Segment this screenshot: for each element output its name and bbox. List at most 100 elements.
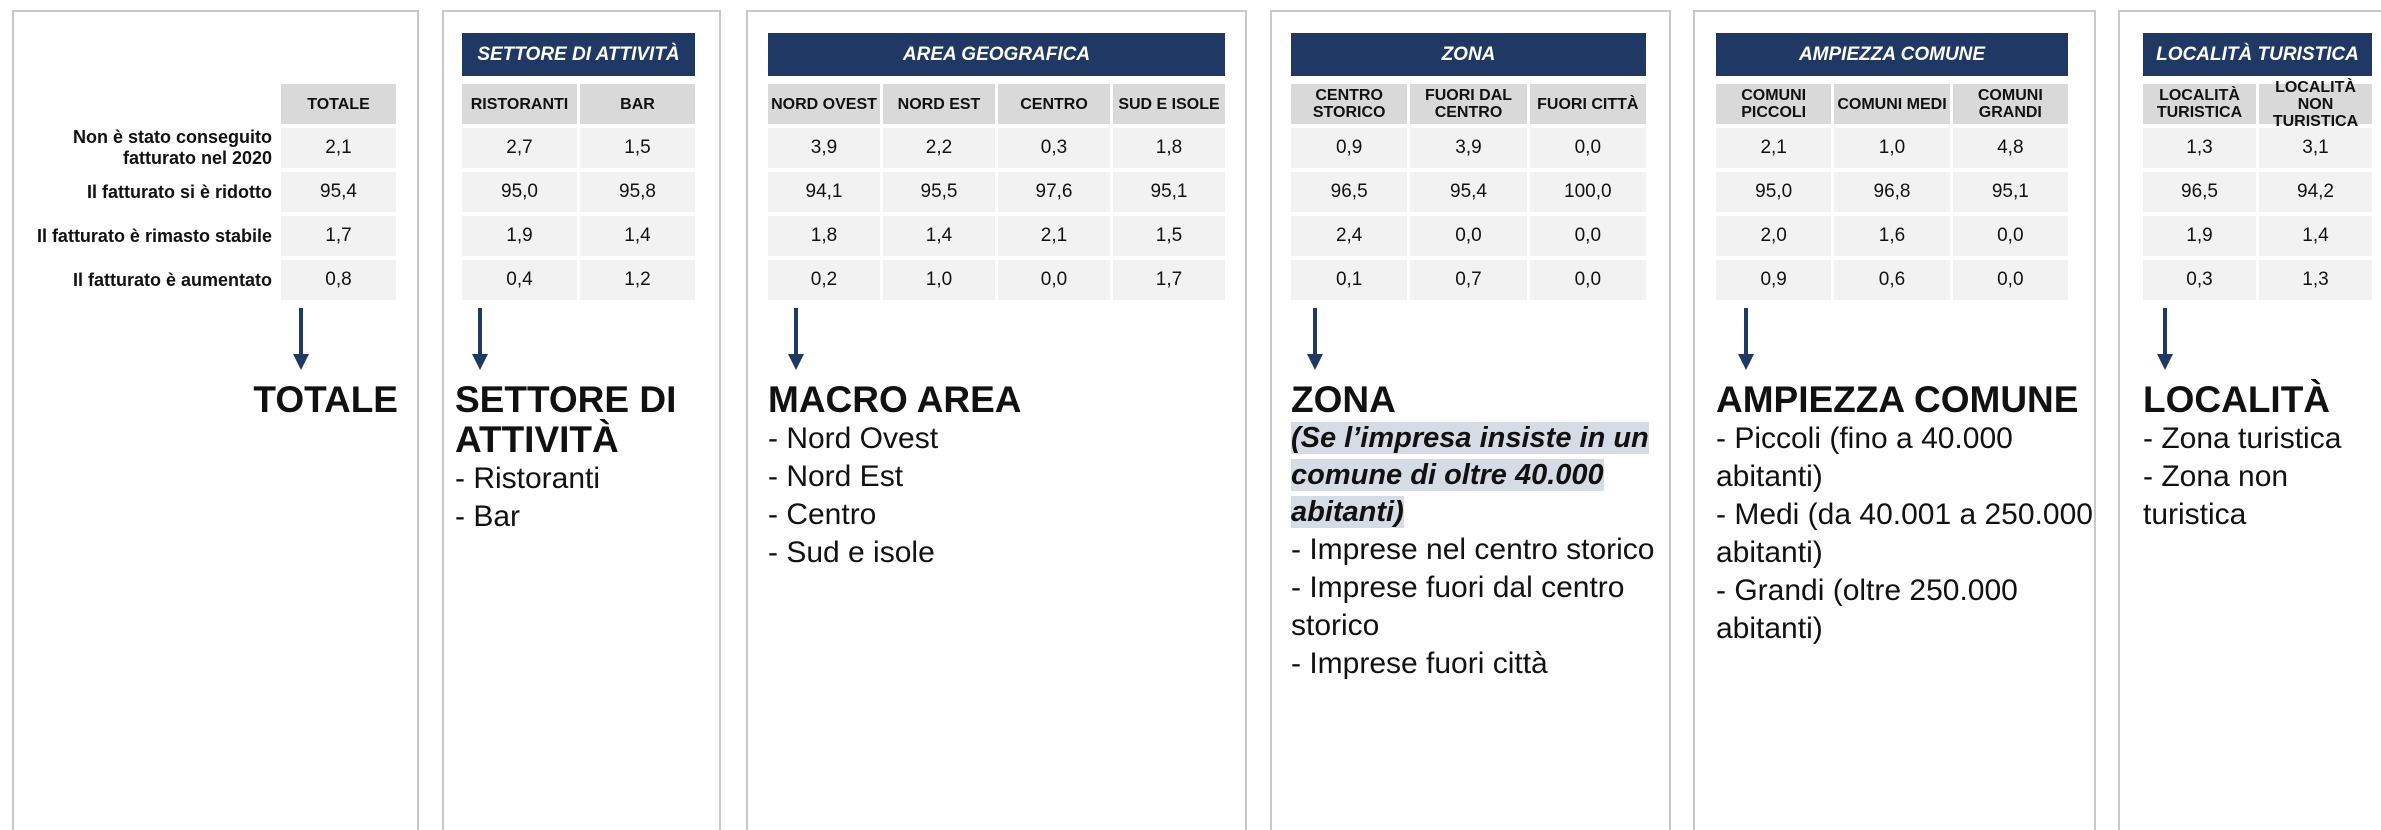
table-cell: 1,0 xyxy=(883,260,995,300)
down-arrow xyxy=(293,308,309,370)
table-cell: 2,1 xyxy=(281,128,396,168)
table-cell: 0,0 xyxy=(1410,216,1527,256)
row-label: Non è stato conseguito fatturato nel 202… xyxy=(72,127,272,168)
row-label: Il fatturato è aumentato xyxy=(72,269,272,290)
column-header: TOTALE xyxy=(281,84,396,124)
description: SETTORE DI ATTIVITÀ - Ristoranti - Bar xyxy=(455,380,715,536)
table-cell: 2,0 xyxy=(1716,216,1832,256)
table-cell: 96,5 xyxy=(2143,172,2256,212)
table-cell: 94,1 xyxy=(768,172,880,212)
down-arrow xyxy=(2157,308,2173,370)
heading: MACRO AREA xyxy=(768,379,1022,420)
table-cell: 0,0 xyxy=(1952,260,2068,300)
page: TOTALE 2,1 95,4 1,7 0,8 TOTALE SETTORE DI ATTI… xyxy=(12,10,2381,830)
table-cell: 96,5 xyxy=(1291,172,1408,212)
heading: ZONA xyxy=(1291,379,1396,420)
table-cell: 0,8 xyxy=(281,260,396,300)
table-title: SETTORE DI ATTIVITÀ xyxy=(462,33,695,76)
table-title: AREA GEOGRAFICA xyxy=(768,33,1225,76)
column-header: LOCALITÀ NON TURISTICA xyxy=(2259,79,2372,130)
down-arrow xyxy=(472,308,488,370)
table-cell: 1,6 xyxy=(1834,216,1950,256)
table-cell: 0,0 xyxy=(1529,260,1646,300)
table-cell: 0,1 xyxy=(1291,260,1408,300)
note: (Se l’impresa insiste in un comune di ol… xyxy=(1291,420,1661,531)
table-cell: 95,4 xyxy=(1410,172,1527,212)
table-cell: 0,0 xyxy=(1529,216,1646,256)
table-cell: 0,4 xyxy=(462,260,577,300)
list-item: - Imprese fuori dal centro storico xyxy=(1291,571,1625,642)
table-cell: 1,4 xyxy=(883,216,995,256)
table-cell: 95,1 xyxy=(1113,172,1225,212)
table-cell: 1,8 xyxy=(768,216,880,256)
list-item: - Imprese nel centro storico xyxy=(1291,533,1655,566)
table-cell: 95,4 xyxy=(281,172,396,212)
table-cell: 1,8 xyxy=(1113,128,1225,168)
table-cell: 4,8 xyxy=(1952,128,2068,168)
table-cell: 3,9 xyxy=(768,128,880,168)
table-cell: 1,9 xyxy=(2143,216,2256,256)
list-item: - Imprese fuori città xyxy=(1291,647,1548,680)
table-cell: 0,0 xyxy=(998,260,1110,300)
list-item: - Nord Est xyxy=(768,460,904,493)
down-arrow xyxy=(1307,308,1323,370)
column-header: COMUNI PICCOLI xyxy=(1716,84,1832,124)
column-header: LOCALITÀ TURISTICA xyxy=(2143,84,2256,124)
list-item: - Zona turistica xyxy=(2143,422,2342,455)
table-cell: 97,6 xyxy=(998,172,1110,212)
column-header: CENTRO STORICO xyxy=(1291,84,1408,124)
column-header: SUD E ISOLE xyxy=(1113,84,1225,124)
row-label: Il fatturato si è ridotto xyxy=(86,181,272,202)
column-header: COMUNI GRANDI xyxy=(1952,84,2068,124)
table-cell: 1,9 xyxy=(462,216,577,256)
table-cell: 1,3 xyxy=(2259,260,2372,300)
list-item: - Bar xyxy=(455,500,521,533)
table-cell: 1,4 xyxy=(580,216,695,256)
column-header: NORD OVEST xyxy=(768,84,880,124)
heading: SETTORE DI ATTIVITÀ xyxy=(455,379,677,460)
heading: TOTALE xyxy=(253,379,398,420)
table-cell: 1,4 xyxy=(2259,216,2372,256)
table-cell: 1,7 xyxy=(1113,260,1225,300)
table-cell: 0,7 xyxy=(1410,260,1527,300)
table-cell: 1,7 xyxy=(281,216,396,256)
table-cell: 0,0 xyxy=(1529,128,1646,168)
description: TOTALE xyxy=(20,380,398,420)
table-cell: 0,2 xyxy=(768,260,880,300)
table-cell: 3,9 xyxy=(1410,128,1527,168)
panel-frame xyxy=(746,10,1247,830)
table-cell: 0,3 xyxy=(2143,260,2256,300)
table-cell: 95,0 xyxy=(462,172,577,212)
note-text: (Se l’impresa insiste in un comune di ol… xyxy=(1291,422,1649,528)
table-cell: 100,0 xyxy=(1529,172,1646,212)
table-cell: 2,4 xyxy=(1291,216,1408,256)
heading: AMPIEZZA COMUNE xyxy=(1716,379,2079,420)
table-cell: 95,1 xyxy=(1952,172,2068,212)
description: LOCALITÀ - Zona turistica - Zona non turis… xyxy=(2143,380,2381,534)
table-cell: 1,5 xyxy=(1113,216,1225,256)
panel-frame xyxy=(2118,10,2381,830)
list-item: - Grandi (oltre 250.000 abitanti) xyxy=(1716,574,2018,645)
panel-frame xyxy=(442,10,721,830)
table-cell: 96,8 xyxy=(1834,172,1950,212)
table-cell: 95,8 xyxy=(580,172,695,212)
heading: LOCALITÀ xyxy=(2143,379,2331,420)
panel-frame xyxy=(1270,10,1671,830)
table-cell: 2,2 xyxy=(883,128,995,168)
list-item: - Piccoli (fino a 40.000 abitanti) xyxy=(1716,422,2013,493)
column-header: CENTRO xyxy=(998,84,1110,124)
list-item: - Zona non turistica xyxy=(2143,460,2289,531)
description: MACRO AREA - Nord Ovest - Nord Est - Centro… xyxy=(768,380,1228,572)
list-item: - Sud e isole xyxy=(768,536,935,569)
table-title: LOCALITÀ TURISTICA xyxy=(2143,33,2372,76)
panel-frame xyxy=(1693,10,2096,830)
table-title: ZONA xyxy=(1291,33,1646,76)
column-header: FUORI CITTÀ xyxy=(1529,84,1646,124)
table-cell: 3,1 xyxy=(2259,128,2372,168)
table-title: AMPIEZZA COMUNE xyxy=(1716,33,2068,76)
table-cell: 2,7 xyxy=(462,128,577,168)
column-header: RISTORANTI xyxy=(462,84,577,124)
table-cell: 0,0 xyxy=(1952,216,2068,256)
table-cell: 2,1 xyxy=(998,216,1110,256)
column-header: COMUNI MEDI xyxy=(1834,84,1950,124)
